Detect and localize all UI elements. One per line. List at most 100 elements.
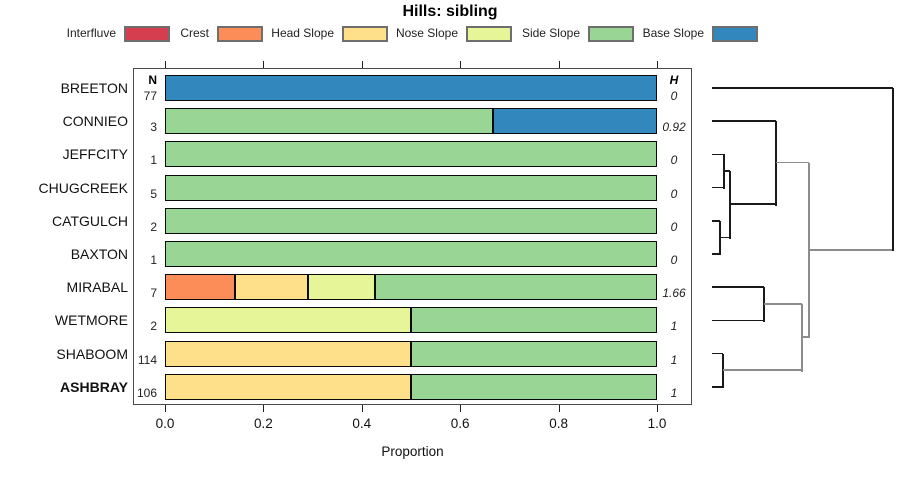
dendrogram-hline xyxy=(802,336,809,338)
axis-tick-bottom xyxy=(361,405,363,412)
h-value: 0 xyxy=(670,253,678,267)
axis-tick-bottom xyxy=(657,405,658,412)
axis-tick-top xyxy=(657,61,658,68)
dendrogram-hline xyxy=(712,286,764,288)
row-label: CHUGCREEK xyxy=(38,179,128,196)
dendrogram-hline xyxy=(712,87,893,89)
h-value: 1.66 xyxy=(662,286,686,301)
row-label: MIRABAL xyxy=(66,279,128,296)
n-value: 77 xyxy=(143,89,157,103)
bar-segment xyxy=(165,141,657,168)
dendrogram-hline xyxy=(720,236,730,239)
legend-label: Interfluve xyxy=(66,26,116,40)
dendrogram-vline xyxy=(892,88,894,252)
axis-tick-top xyxy=(263,61,265,68)
dendrogram-hline xyxy=(712,220,720,222)
h-value: 1 xyxy=(670,319,678,334)
row-label: JEFFCITY xyxy=(62,146,128,163)
legend-label: Base Slope xyxy=(642,26,704,40)
row-label: ASHBRAY xyxy=(60,378,128,395)
axis-tick-bottom xyxy=(165,405,166,412)
row-label: SHABOOM xyxy=(56,345,128,362)
h-value: 1 xyxy=(670,352,678,367)
row-label: WETMORE xyxy=(54,312,128,329)
row-label: BREETON xyxy=(60,80,128,96)
h-value: 0 xyxy=(670,153,678,168)
legend-label: Side Slope xyxy=(521,26,580,40)
bar-segment xyxy=(307,274,376,301)
bar-segment xyxy=(165,108,494,135)
h-value: 0 xyxy=(670,186,678,201)
bar-segment xyxy=(165,373,411,400)
dendrogram-hline xyxy=(712,186,724,189)
dendrogram-hline xyxy=(764,303,802,305)
h-value: 1 xyxy=(670,385,678,400)
bar-segment xyxy=(165,340,411,367)
h-value: 0.92 xyxy=(662,120,686,135)
axis-tick-bottom xyxy=(460,405,462,412)
bar-segment xyxy=(235,274,308,301)
dendrogram-vline xyxy=(775,121,777,206)
n-value: 7 xyxy=(150,286,157,301)
dendrogram-hline xyxy=(712,253,720,255)
legend-swatch-side-slope xyxy=(588,26,634,42)
legend-label: Head Slope xyxy=(271,26,334,40)
bar-segment xyxy=(493,108,657,135)
row-label: CONNIEO xyxy=(62,113,128,130)
dendrogram-hline xyxy=(712,319,764,322)
axis-tick-top xyxy=(460,61,462,68)
dendrogram-hline xyxy=(712,386,723,388)
n-value: 114 xyxy=(137,352,157,367)
legend-swatch-base-slope xyxy=(712,26,758,42)
legend-swatch-crest xyxy=(217,26,263,42)
axis-tick-label: 0.2 xyxy=(254,416,273,431)
dendrogram-hline xyxy=(712,352,723,355)
dendrogram-hline xyxy=(724,170,730,172)
n-column-header: N xyxy=(148,73,157,87)
dendrogram-vline xyxy=(729,171,731,239)
row-label: CATGULCH xyxy=(52,212,128,229)
bar-segment xyxy=(165,241,657,267)
dendrogram-vline xyxy=(719,220,721,256)
bar-segment xyxy=(165,274,236,301)
legend-swatch-nose-slope xyxy=(466,26,512,42)
n-value: 2 xyxy=(150,219,157,234)
axis-tick-label: 0.8 xyxy=(549,416,568,431)
axis-tick-label: 1.0 xyxy=(647,416,667,431)
legend-label: Crest xyxy=(180,26,209,40)
bar-segment xyxy=(375,274,657,301)
axis-tick-label: 0.6 xyxy=(450,416,470,431)
bar-segment xyxy=(165,307,411,334)
dendrogram-hline xyxy=(730,203,776,205)
legend-swatch-interfluve xyxy=(124,26,170,42)
axis-tick-label: 0.0 xyxy=(155,416,175,431)
bar-segment xyxy=(411,340,657,367)
bar-segment xyxy=(411,373,657,400)
n-value: 1 xyxy=(150,253,157,267)
dendrogram-hline xyxy=(723,369,802,371)
h-value: 0 xyxy=(670,89,678,103)
bar-segment xyxy=(165,174,657,201)
axis-tick-bottom xyxy=(263,405,265,412)
n-value: 5 xyxy=(150,186,157,201)
row-label: BAXTON xyxy=(70,246,128,262)
axis-tick-top xyxy=(361,61,363,68)
h-column-header: H xyxy=(669,73,679,87)
bar-segment xyxy=(411,307,657,334)
x-axis-title: Proportion xyxy=(381,444,444,459)
bar-segment xyxy=(165,207,657,234)
axis-tick-top xyxy=(165,61,166,68)
dendrogram-hline xyxy=(809,249,893,251)
dendrogram-hline xyxy=(776,161,809,164)
legend-swatch-head-slope xyxy=(342,26,388,42)
n-value: 106 xyxy=(136,385,157,400)
dendrogram-hline xyxy=(712,120,776,122)
legend-label: Nose Slope xyxy=(395,26,458,40)
axis-tick-bottom xyxy=(558,405,560,412)
chart-title: Hills: sibling xyxy=(402,3,498,20)
h-value: 0 xyxy=(670,219,678,234)
n-value: 1 xyxy=(150,153,157,168)
n-value: 3 xyxy=(150,120,157,135)
dendrogram-hline xyxy=(712,153,724,156)
